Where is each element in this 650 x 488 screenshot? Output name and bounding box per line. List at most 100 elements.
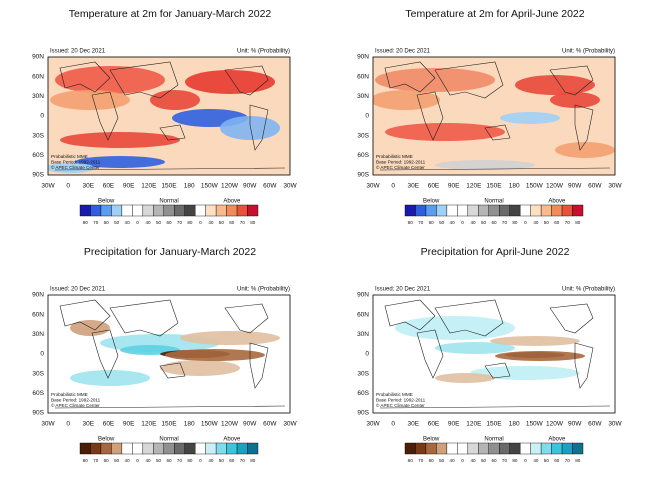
legend-swatch: [121, 204, 133, 217]
legend-tick: 40: [125, 458, 131, 463]
coastline: [91, 91, 119, 141]
lat-label: 0: [365, 113, 369, 120]
legend-tick: 40: [145, 220, 151, 225]
coastline: [109, 61, 179, 99]
coastline: [59, 61, 111, 93]
lon-label: 150E: [161, 421, 177, 428]
lon-label: 60W: [588, 421, 602, 428]
legend-tick: 70: [177, 220, 183, 225]
legend-group: Above: [223, 199, 241, 205]
lat-label: 90S: [32, 172, 44, 179]
anomaly-region: [470, 366, 580, 380]
legend-swatch: [436, 442, 448, 455]
lat-label: 60S: [357, 152, 369, 159]
legend-swatch: [79, 204, 91, 217]
lon-label: 120W: [221, 183, 239, 190]
map-frame: [47, 294, 291, 414]
legend-swatch: [415, 204, 427, 217]
legend-swatch: [436, 204, 448, 217]
legend-swatch: [478, 204, 489, 217]
anomaly-region: [160, 360, 240, 376]
legend-tick: 0: [524, 458, 527, 463]
legend-swatch: [111, 442, 123, 455]
legend-tick: 40: [470, 458, 476, 463]
legend-tick: 80: [408, 220, 414, 225]
panel-title: Temperature at 2m for April-June 2022: [405, 8, 584, 20]
legend-tick: 60: [166, 220, 172, 225]
lon-label: 90E: [123, 421, 135, 428]
coastline: [54, 167, 286, 171]
lon-label: 150E: [161, 183, 177, 190]
map-note: Base Period: 1992-2011: [51, 160, 101, 165]
legend-tick: 70: [502, 220, 508, 225]
legend-tick: 40: [125, 220, 131, 225]
anomaly-region: [555, 142, 615, 158]
legend-tick: 50: [219, 220, 225, 225]
coastline: [249, 104, 269, 151]
lat-label: 60S: [32, 152, 44, 159]
legend-tick: 60: [491, 458, 497, 463]
anomaly-region: [70, 370, 150, 386]
lat-label: 0: [365, 351, 369, 358]
legend-tick: 60: [429, 458, 435, 463]
legend-group: Above: [548, 437, 566, 443]
anomaly-region: [180, 331, 280, 345]
lon-label: 60E: [103, 183, 115, 190]
lon-label: 150W: [201, 183, 219, 190]
legend-swatch: [488, 204, 500, 217]
legend-tick: 50: [439, 458, 445, 463]
legend-tick: 80: [187, 458, 193, 463]
lon-label: 30W: [608, 183, 622, 190]
map-field: [48, 57, 290, 175]
lon-label: 30E: [408, 421, 420, 428]
legend-tick: 70: [240, 458, 246, 463]
lon-label: 30W: [608, 421, 622, 428]
legend-swatch: [184, 442, 196, 455]
legend-swatch: [226, 442, 238, 455]
map-note: © APEC Climate Center: [376, 164, 425, 170]
lon-label: 120E: [466, 183, 482, 190]
lon-label: 0: [391, 421, 395, 428]
coastline: [484, 124, 511, 141]
legend-tick: 80: [512, 458, 518, 463]
issued-date: Issued: 20 Dec 2021: [375, 49, 431, 55]
legend-group: Above: [548, 199, 566, 205]
legend-swatch: [404, 442, 416, 455]
lon-label: 180: [184, 421, 195, 428]
map-frame: [372, 56, 616, 176]
lon-label: 180: [184, 183, 195, 190]
legend-tick: 80: [575, 220, 581, 225]
map-field: [48, 295, 290, 413]
legend-swatch: [572, 204, 584, 217]
coastline: [574, 342, 594, 389]
lat-label: 30N: [32, 93, 44, 100]
legend-swatch: [467, 442, 479, 455]
legend-swatch: [132, 204, 144, 217]
lon-label: 120W: [546, 421, 564, 428]
anomaly-region: [60, 132, 180, 148]
legend-swatch: [205, 204, 217, 217]
lon-label: 150W: [526, 183, 544, 190]
lat-label: 60N: [357, 311, 369, 318]
legend-swatch: [561, 442, 573, 455]
legend-tick: 40: [208, 220, 214, 225]
coastline: [159, 362, 186, 379]
coastline: [224, 303, 269, 334]
map-note: Probabilistic MME: [51, 392, 88, 397]
lon-label: 30E: [83, 421, 95, 428]
legend-swatch: [247, 204, 259, 217]
legend-swatch: [415, 442, 427, 455]
legend-swatch: [132, 442, 144, 455]
anomaly-region: [515, 75, 595, 95]
legend-tick: 60: [104, 220, 110, 225]
lon-label: 90W: [243, 183, 257, 190]
coastline: [574, 104, 594, 151]
legend-tick: 80: [250, 220, 256, 225]
legend-tick: 50: [219, 458, 225, 463]
lat-label: 90N: [32, 54, 44, 61]
legend-tick: 50: [481, 220, 487, 225]
legend-tick: 50: [156, 458, 162, 463]
legend-swatch: [530, 204, 542, 217]
lon-label: 150W: [526, 421, 544, 428]
map-note: Probabilistic MME: [376, 154, 413, 159]
